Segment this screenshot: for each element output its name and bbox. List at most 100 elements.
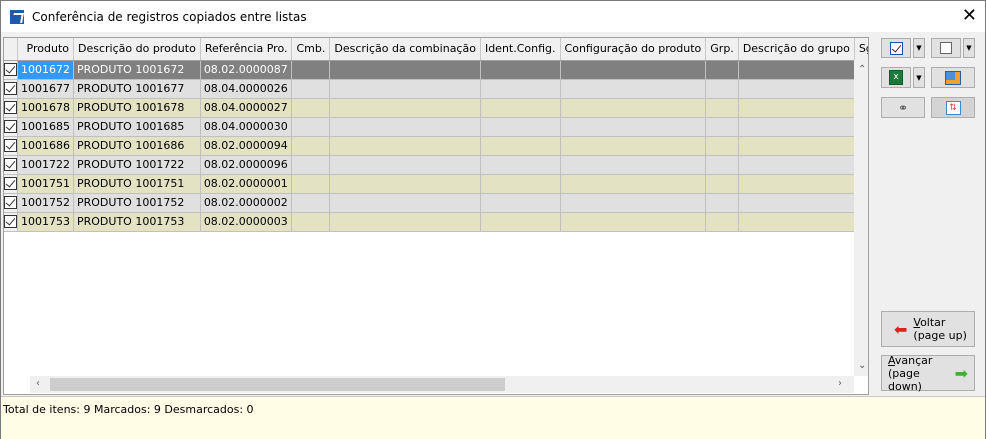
check-dropdown-button[interactable]: ▼ [913,38,925,58]
row-checkbox[interactable] [4,101,17,115]
sort-button[interactable]: ⇅ [931,97,975,118]
cell-empty[interactable] [329,60,481,80]
cell-empty[interactable] [291,60,331,80]
cell-empty[interactable] [560,79,707,99]
row-checkbox-cell[interactable] [4,174,18,194]
cell-produto[interactable]: 1001686 [17,136,74,156]
scroll-right-icon[interactable]: › [838,378,842,389]
back-page-up-button[interactable]: ⬅ Voltar (page up) [881,311,975,347]
cell-descricao[interactable]: PRODUTO 1001678 [73,98,201,118]
row-checkbox[interactable] [4,82,17,96]
cell-descricao[interactable]: PRODUTO 1001677 [73,79,201,99]
cell-empty[interactable] [560,212,707,232]
cell-empty[interactable] [480,79,561,99]
cell-produto[interactable]: 1001751 [17,174,74,194]
row-checkbox-cell[interactable] [4,60,18,80]
cell-empty[interactable] [560,174,707,194]
header-check[interactable] [4,38,18,61]
cell-empty[interactable] [329,193,481,213]
cell-empty[interactable] [738,79,855,99]
cell-referencia[interactable]: 08.02.0000094 [200,136,293,156]
vertical-scrollbar[interactable]: ⌃ ⌄ [854,60,868,376]
cell-referencia[interactable]: 08.02.0000003 [200,212,293,232]
cell-referencia[interactable]: 08.02.0000096 [200,155,293,175]
row-checkbox-cell[interactable] [4,155,18,175]
header-grp[interactable]: Grp. [705,38,739,61]
cell-empty[interactable] [480,98,561,118]
cell-empty[interactable] [291,117,331,137]
cell-empty[interactable] [291,212,331,232]
row-checkbox-cell[interactable] [4,98,18,118]
cell-empty[interactable] [738,136,855,156]
row-checkbox[interactable] [4,177,17,191]
check-all-button[interactable] [881,38,911,58]
cell-empty[interactable] [329,212,481,232]
cell-descricao[interactable]: PRODUTO 1001686 [73,136,201,156]
cell-empty[interactable] [329,117,481,137]
cell-produto[interactable]: 1001722 [17,155,74,175]
cell-empty[interactable] [560,136,707,156]
cell-empty[interactable] [329,155,481,175]
scroll-down-icon[interactable]: ⌄ [858,360,867,371]
search-button[interactable]: ⚭ [881,97,925,118]
table-row[interactable]: 1001751 PRODUTO 1001751 08.02.0000001 [4,174,868,194]
cell-empty[interactable] [560,60,707,80]
uncheck-dropdown-button[interactable]: ▼ [963,38,975,58]
cell-empty[interactable] [560,155,707,175]
cell-descricao[interactable]: PRODUTO 1001672 [73,60,201,80]
cell-empty[interactable] [560,98,707,118]
cell-empty[interactable] [705,136,739,156]
cell-empty[interactable] [560,117,707,137]
cell-referencia[interactable]: 08.02.0000001 [200,174,293,194]
cell-empty[interactable] [705,155,739,175]
uncheck-all-button[interactable] [931,38,961,58]
cell-produto[interactable]: 1001672 [17,60,74,80]
export-excel-button[interactable]: x [881,67,911,88]
cell-referencia[interactable]: 08.02.0000002 [200,193,293,213]
cell-empty[interactable] [705,98,739,118]
row-checkbox-cell[interactable] [4,136,18,156]
header-configuracao[interactable]: Configuração do produto [560,38,707,61]
cell-empty[interactable] [291,98,331,118]
row-checkbox[interactable] [4,139,17,153]
cell-empty[interactable] [291,155,331,175]
scroll-left-icon[interactable]: ‹ [36,378,40,389]
cell-empty[interactable] [738,117,855,137]
table-row[interactable]: 1001752 PRODUTO 1001752 08.02.0000002 [4,193,868,213]
cell-empty[interactable] [705,60,739,80]
cell-empty[interactable] [738,212,855,232]
header-sg[interactable]: Sg [854,38,868,61]
cell-empty[interactable] [480,117,561,137]
row-checkbox-cell[interactable] [4,117,18,137]
header-descricao-produto[interactable]: Descrição do produto [73,38,201,61]
cell-empty[interactable] [738,174,855,194]
cell-empty[interactable] [480,136,561,156]
row-checkbox[interactable] [4,215,17,229]
header-descricao-combinacao[interactable]: Descrição da combinação [329,38,481,61]
table-row[interactable]: 1001685 PRODUTO 1001685 08.04.0000030 [4,117,868,137]
cell-produto[interactable]: 1001685 [17,117,74,137]
cell-produto[interactable]: 1001752 [17,193,74,213]
cell-referencia[interactable]: 08.04.0000026 [200,79,293,99]
cell-empty[interactable] [329,79,481,99]
scroll-up-icon[interactable]: ⌃ [858,64,867,75]
header-referencia[interactable]: Referência Pro. [200,38,293,61]
row-checkbox-cell[interactable] [4,212,18,232]
cell-produto[interactable]: 1001677 [17,79,74,99]
cell-descricao[interactable]: PRODUTO 1001751 [73,174,201,194]
table-row[interactable]: 1001753 PRODUTO 1001753 08.02.0000003 [4,212,868,232]
cell-empty[interactable] [560,193,707,213]
row-checkbox[interactable] [4,120,17,134]
row-checkbox[interactable] [4,196,17,210]
data-grid[interactable]: Produto Descrição do produto Referência … [3,37,869,395]
table-row[interactable]: 1001678 PRODUTO 1001678 08.04.0000027 [4,98,868,118]
export-dropdown-button[interactable]: ▼ [913,67,925,88]
cell-empty[interactable] [705,174,739,194]
cell-empty[interactable] [738,193,855,213]
cell-empty[interactable] [480,212,561,232]
cell-empty[interactable] [329,98,481,118]
close-icon[interactable]: ✕ [961,5,977,26]
cell-empty[interactable] [705,117,739,137]
row-checkbox[interactable] [4,63,17,77]
cell-empty[interactable] [480,60,561,80]
